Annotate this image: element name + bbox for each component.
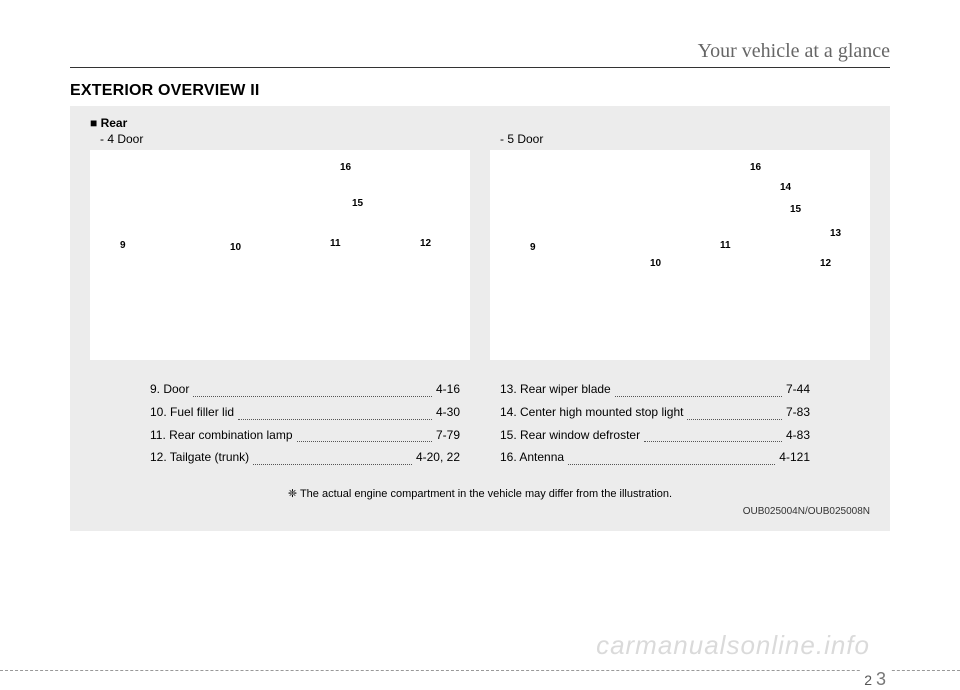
callout-16: 16 xyxy=(750,162,761,173)
leader-dots xyxy=(297,424,432,443)
page-num-page: 3 xyxy=(876,669,886,689)
refs-left: 9. Door 4-1610. Fuel filler lid 4-3011. … xyxy=(150,378,460,469)
ref-line: 11. Rear combination lamp 7-79 xyxy=(150,424,460,447)
section-title: EXTERIOR OVERVIEW II xyxy=(70,82,890,100)
refs-right: 13. Rear wiper blade 7-4414. Center high… xyxy=(500,378,810,469)
header-rule xyxy=(70,67,890,68)
callout-16: 16 xyxy=(340,162,351,173)
leader-dots xyxy=(687,401,782,420)
leader-dots xyxy=(644,424,782,443)
ref-page: 7-83 xyxy=(786,401,810,424)
ref-line: 9. Door 4-16 xyxy=(150,378,460,401)
right-col: - 5 Door 16 14 15 13 9 11 10 12 xyxy=(490,132,870,360)
callout-9: 9 xyxy=(530,242,536,253)
ref-line: 16. Antenna 4-121 xyxy=(500,446,810,469)
leader-dots xyxy=(253,446,412,465)
ref-label: 9. Door xyxy=(150,378,189,401)
ref-page: 4-30 xyxy=(436,401,460,424)
ref-label: 10. Fuel filler lid xyxy=(150,401,234,424)
leader-dots xyxy=(568,446,775,465)
variant-5door: - 5 Door xyxy=(500,132,870,146)
ref-page: 7-79 xyxy=(436,424,460,447)
ref-page: 4-121 xyxy=(779,446,810,469)
callout-9: 9 xyxy=(120,240,126,251)
diagram-5door: 16 14 15 13 9 11 10 12 xyxy=(490,150,870,360)
ref-label: 12. Tailgate (trunk) xyxy=(150,446,249,469)
reference-list: 9. Door 4-1610. Fuel filler lid 4-3011. … xyxy=(150,378,810,469)
callout-12: 12 xyxy=(420,238,431,249)
ref-label: 11. Rear combination lamp xyxy=(150,424,293,447)
ref-label: 14. Center high mounted stop light xyxy=(500,401,683,424)
ref-line: 15. Rear window defroster 4-83 xyxy=(500,424,810,447)
leader-dots xyxy=(615,378,782,397)
footer-rule: 23 xyxy=(0,670,960,671)
page-num-section: 2 xyxy=(864,672,872,688)
ref-line: 14. Center high mounted stop light 7-83 xyxy=(500,401,810,424)
callout-15: 15 xyxy=(352,198,363,209)
ref-page: 4-20, 22 xyxy=(416,446,460,469)
callout-12: 12 xyxy=(820,258,831,269)
callout-14: 14 xyxy=(780,182,791,193)
ref-label: 15. Rear window defroster xyxy=(500,424,640,447)
chapter-header: Your vehicle at a glance xyxy=(70,40,890,63)
note: ❈ The actual engine compartment in the v… xyxy=(90,487,870,500)
diagram-row: - 4 Door 16159101112 - 5 Door 1614151391… xyxy=(90,132,870,360)
image-code: OUB025004N/OUB025008N xyxy=(90,506,870,517)
callout-11: 11 xyxy=(330,238,341,249)
ref-line: 10. Fuel filler lid 4-30 xyxy=(150,401,460,424)
leader-dots xyxy=(193,378,432,397)
leader-dots xyxy=(238,401,432,420)
content-panel: ■ Rear - 4 Door 16159101112 - 5 Door 161… xyxy=(70,106,890,531)
ref-label: 16. Antenna xyxy=(500,446,564,469)
callout-10: 10 xyxy=(650,258,661,269)
ref-label: 13. Rear wiper blade xyxy=(500,378,611,401)
ref-line: 13. Rear wiper blade 7-44 xyxy=(500,378,810,401)
callout-10: 10 xyxy=(230,242,241,253)
ref-line: 12. Tailgate (trunk) 4-20, 22 xyxy=(150,446,460,469)
diagram-4door: 16 15 9 10 11 12 xyxy=(90,150,470,360)
rear-subheader: ■ Rear xyxy=(90,116,870,130)
callout-15: 15 xyxy=(790,204,801,215)
ref-page: 4-83 xyxy=(786,424,810,447)
page-number: 23 xyxy=(860,669,890,690)
callout-13: 13 xyxy=(830,228,841,239)
callout-11: 11 xyxy=(720,240,731,251)
ref-page: 4-16 xyxy=(436,378,460,401)
variant-4door: - 4 Door xyxy=(100,132,470,146)
left-col: - 4 Door 16 15 9 10 11 12 xyxy=(90,132,470,360)
ref-page: 7-44 xyxy=(786,378,810,401)
